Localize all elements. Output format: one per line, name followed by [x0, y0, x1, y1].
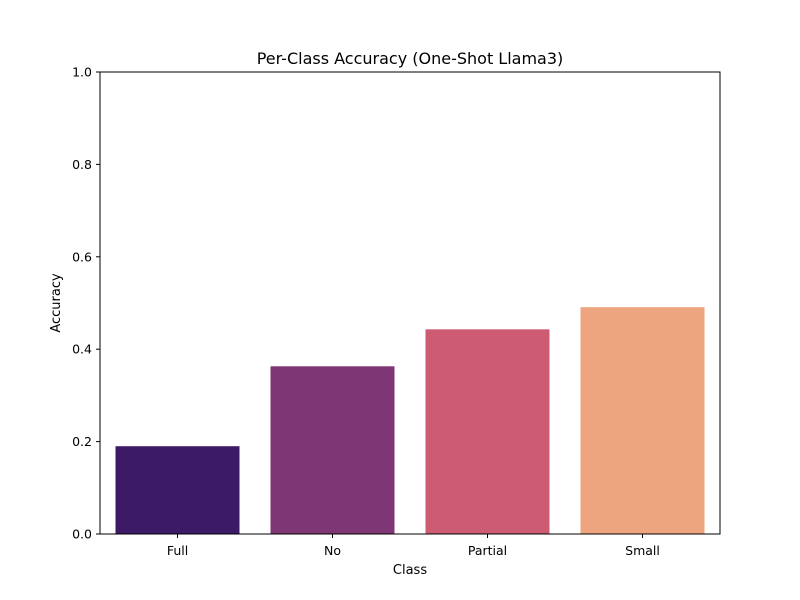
y-axis-ticks: 0.0 0.2 0.4 0.6 0.8 1.0 [72, 65, 100, 542]
y-tick-label: 0.6 [72, 249, 92, 264]
y-tick-label: 0.0 [72, 527, 92, 542]
x-tick-label-small: Small [625, 543, 660, 558]
bar-small [580, 307, 705, 534]
bars-group [115, 307, 705, 534]
x-tick-label-no: No [324, 543, 341, 558]
y-tick-label: 0.2 [72, 434, 92, 449]
bar-partial [425, 329, 550, 534]
x-tick-label-partial: Partial [468, 543, 507, 558]
bar-full [115, 446, 240, 534]
plot-frame [99, 71, 721, 535]
bar-no [270, 366, 395, 534]
y-tick-label: 1.0 [72, 65, 92, 80]
y-tick-label: 0.4 [72, 342, 92, 357]
x-axis-ticks: Full No Partial Small [167, 534, 660, 558]
y-axis-label: Accuracy [49, 273, 64, 333]
y-tick-label: 0.8 [72, 157, 92, 172]
x-axis-label: Class [393, 563, 427, 578]
chart-title: Per-Class Accuracy (One-Shot Llama3) [257, 49, 564, 68]
x-tick-label-full: Full [167, 543, 188, 558]
